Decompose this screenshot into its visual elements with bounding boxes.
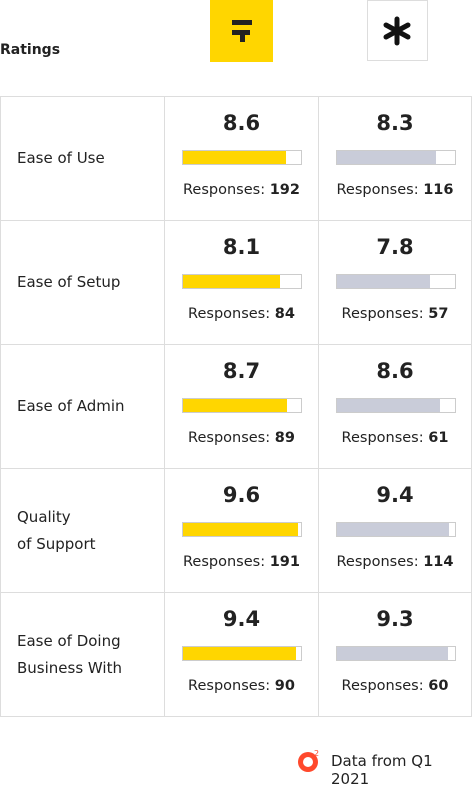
responses-count: 60 [428, 678, 449, 694]
responses: Responses: 116 [319, 182, 471, 198]
logo-b-icon [383, 16, 411, 46]
rating-cell: 8.3 Responses: 116 [319, 97, 472, 221]
rating-cell: 9.3 Responses: 60 [319, 593, 472, 717]
bar [336, 647, 449, 660]
responses-count: 57 [428, 306, 449, 322]
responses: Responses: 90 [165, 678, 318, 694]
rating-value: 8.3 [376, 111, 414, 135]
responses-count: 61 [428, 430, 449, 446]
responses-count: 84 [274, 306, 295, 322]
responses-label: Responses: [341, 430, 424, 446]
bar [336, 275, 431, 288]
responses-label: Responses: [341, 306, 424, 322]
rating-value: 7.8 [376, 235, 414, 259]
rating-value: 8.1 [222, 235, 261, 259]
rating-cell: 9.4 Responses: 114 [319, 469, 472, 593]
bar [183, 647, 296, 660]
category: Ease of Setup [0, 221, 165, 345]
rating-value: 9.3 [376, 607, 414, 631]
responses-count: 191 [269, 554, 300, 570]
category: Ease of Doing Business With [0, 593, 165, 717]
g2-logo: 2 [298, 749, 319, 772]
bar-track [182, 646, 302, 661]
responses: Responses: 61 [319, 430, 471, 446]
rating-cell: 8.7 Responses: 89 [165, 345, 319, 469]
responses-count: 90 [274, 678, 295, 694]
rating-cell: 9.4 Responses: 90 [165, 593, 319, 717]
bar-track [335, 522, 456, 537]
category: Quality of Support [0, 469, 165, 593]
bar-track [182, 398, 302, 413]
category: Ease of Admin [0, 345, 165, 469]
responses-count: 192 [269, 182, 300, 198]
responses-count: 116 [423, 182, 454, 198]
logo-b [367, 0, 428, 61]
rating-cell: 8.6 Responses: 61 [319, 345, 472, 469]
rating-cell: 9.6 Responses: 191 [165, 469, 319, 593]
svg-text:2: 2 [314, 749, 319, 758]
rating-cell: 8.6 Responses: 192 [165, 97, 319, 221]
responses-label: Responses: [188, 430, 271, 446]
rating-value: 8.6 [222, 111, 261, 135]
source: Data from Q1 2021 [331, 752, 433, 788]
responses-count: 89 [274, 430, 295, 446]
rating-value: 8.7 [222, 359, 261, 383]
bar [336, 151, 437, 164]
bar-track [335, 274, 456, 289]
responses-label: Responses: [183, 182, 266, 198]
rating-value: 9.6 [222, 483, 261, 507]
responses: Responses: 84 [165, 306, 318, 322]
rating-value: 9.4 [376, 483, 414, 507]
responses-label: Responses: [336, 182, 419, 198]
responses: Responses: 192 [165, 182, 318, 198]
bar [183, 399, 288, 412]
bar [336, 523, 450, 536]
responses-label: Responses: [341, 678, 424, 694]
bar [183, 523, 299, 536]
bar-track [335, 398, 456, 413]
rating-value: 8.6 [376, 359, 414, 383]
responses: Responses: 114 [319, 554, 471, 570]
responses: Responses: 57 [319, 306, 471, 322]
responses-label: Responses: [336, 554, 419, 570]
category: Ease of Use [0, 97, 165, 221]
bar-track [182, 150, 302, 165]
rating-cell: 8.1 Responses: 84 [165, 221, 319, 345]
responses-label: Responses: [188, 306, 271, 322]
rating-value: 9.4 [222, 607, 261, 631]
responses-count: 114 [423, 554, 454, 570]
bar-track [182, 274, 302, 289]
rating-cell: 7.8 Responses: 57 [319, 221, 472, 345]
bar [336, 399, 440, 412]
title: Ratings [0, 42, 61, 58]
logo-a-icon [232, 20, 252, 42]
responses: Responses: 60 [319, 678, 471, 694]
bar-track [182, 522, 302, 537]
bar-track [335, 150, 456, 165]
responses: Responses: 191 [165, 554, 318, 570]
responses-label: Responses: [188, 678, 271, 694]
bar [183, 275, 281, 288]
bar-track [335, 646, 456, 661]
bar [183, 151, 287, 164]
responses: Responses: 89 [165, 430, 318, 446]
ratings-table: Ease of Use 8.6 Responses: 192 8.3 Responses… [0, 96, 472, 717]
responses-label: Responses: [183, 554, 266, 570]
logo-a [210, 0, 273, 62]
